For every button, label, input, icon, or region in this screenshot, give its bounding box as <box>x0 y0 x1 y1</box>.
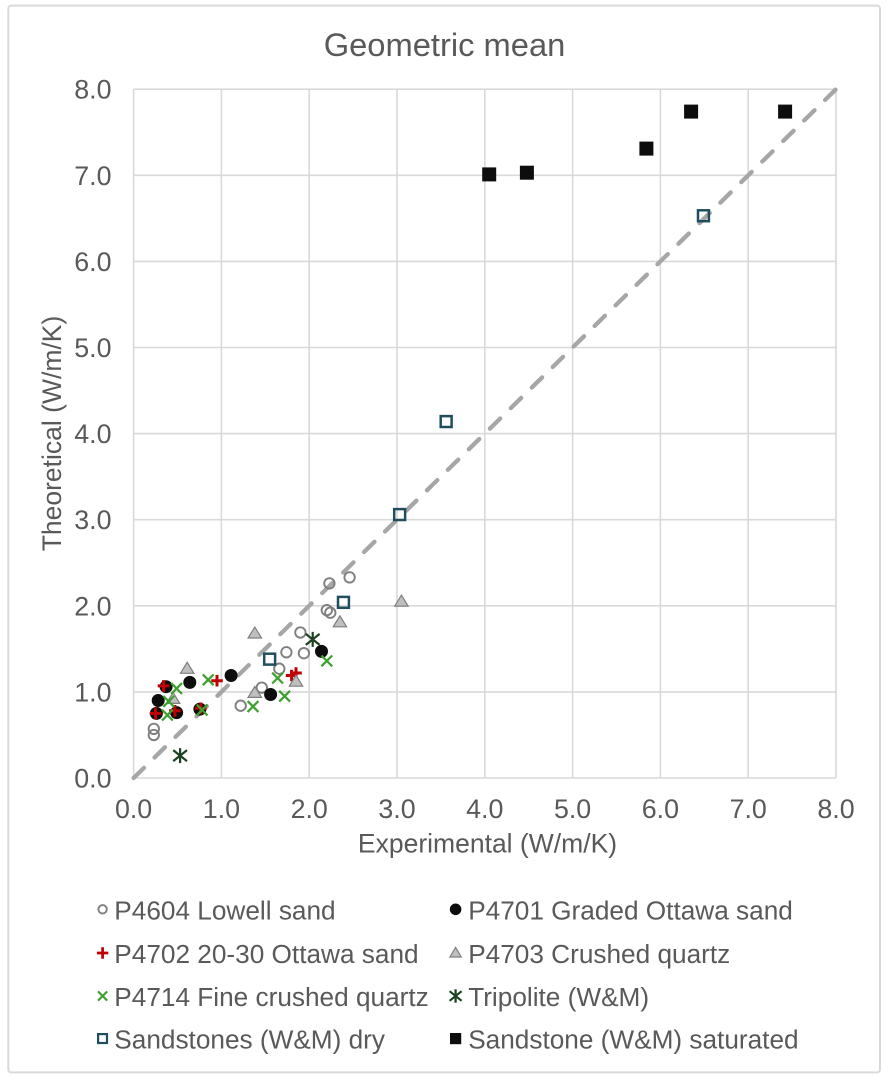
svg-text:0.0: 0.0 <box>74 764 111 794</box>
svg-text:7.0: 7.0 <box>730 794 767 824</box>
svg-text:P4604 Lowell sand: P4604 Lowell sand <box>114 895 335 925</box>
svg-text:4.0: 4.0 <box>74 419 111 449</box>
svg-text:1.0: 1.0 <box>203 794 240 824</box>
svg-text:5.0: 5.0 <box>74 333 111 363</box>
svg-text:4.0: 4.0 <box>466 794 503 824</box>
svg-text:3.0: 3.0 <box>378 794 415 824</box>
svg-text:2.0: 2.0 <box>74 591 111 621</box>
svg-text:0.0: 0.0 <box>115 794 152 824</box>
svg-text:P4701 Graded Ottawa sand: P4701 Graded Ottawa sand <box>468 895 793 925</box>
svg-text:8.0: 8.0 <box>74 75 111 105</box>
svg-text:P4714 Fine crushed quartz: P4714 Fine crushed quartz <box>114 982 428 1012</box>
svg-text:P4702 20-30 Ottawa sand: P4702 20-30 Ottawa sand <box>114 939 418 969</box>
svg-text:6.0: 6.0 <box>642 794 679 824</box>
svg-text:Sandstones (W&M) dry: Sandstones (W&M) dry <box>114 1025 386 1055</box>
svg-text:P4703 Crushed quartz: P4703 Crushed quartz <box>468 939 730 969</box>
svg-text:Theoretical (W/m/K): Theoretical (W/m/K) <box>37 316 67 552</box>
svg-text:Experimental (W/m/K): Experimental (W/m/K) <box>358 828 617 858</box>
svg-text:5.0: 5.0 <box>554 794 591 824</box>
svg-text:7.0: 7.0 <box>74 161 111 191</box>
svg-text:1.0: 1.0 <box>74 677 111 707</box>
svg-text:3.0: 3.0 <box>74 505 111 535</box>
svg-text:8.0: 8.0 <box>817 794 854 824</box>
svg-text:Sandstone (W&M) saturated: Sandstone (W&M) saturated <box>468 1025 798 1055</box>
svg-text:Tripolite (W&M): Tripolite (W&M) <box>468 982 649 1012</box>
svg-text:2.0: 2.0 <box>291 794 328 824</box>
svg-text:Geometric mean: Geometric mean <box>324 26 566 63</box>
svg-text:6.0: 6.0 <box>74 247 111 277</box>
